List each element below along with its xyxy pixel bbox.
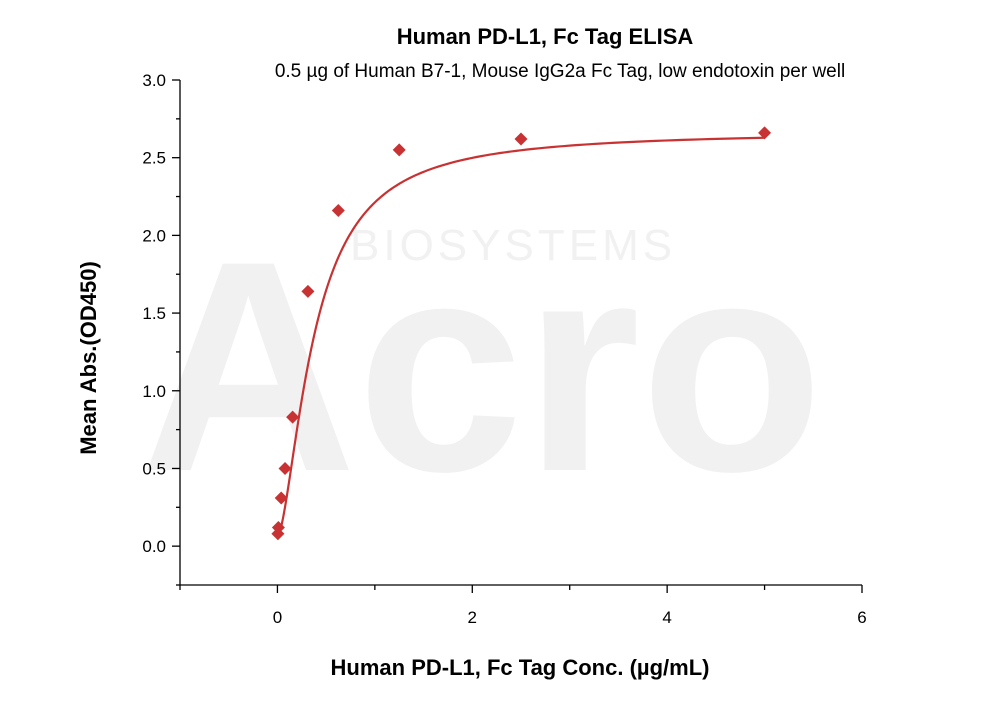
watermark-text: BIOSYSTEMS bbox=[350, 221, 676, 270]
x-tick-label: 0 bbox=[273, 608, 282, 627]
x-tick-label: 4 bbox=[662, 608, 671, 627]
x-tick-label: 6 bbox=[857, 608, 866, 627]
y-tick-label: 1.5 bbox=[142, 304, 166, 323]
y-tick-label: 2.5 bbox=[142, 149, 166, 168]
data-point bbox=[286, 410, 300, 424]
chart-subtitle: 0.5 µg of Human B7-1, Mouse IgG2a Fc Tag… bbox=[275, 61, 845, 82]
y-tick-label: 2.0 bbox=[142, 226, 166, 245]
data-point bbox=[278, 461, 292, 475]
watermark-logo: Acro bbox=[140, 198, 824, 534]
data-point bbox=[274, 491, 288, 505]
y-tick-label: 0.0 bbox=[142, 537, 166, 556]
x-axis-ticks: 0 2 4 6 bbox=[179, 585, 867, 627]
y-axis-ticks: 0.0 0.5 1.0 1.5 2.0 2.5 3.0 bbox=[142, 71, 180, 586]
x-axis-label: Human PD-L1, Fc Tag Conc. (µg/mL) bbox=[331, 655, 710, 680]
data-points bbox=[271, 126, 772, 541]
watermark: Acro BIOSYSTEMS bbox=[140, 198, 824, 534]
data-point bbox=[331, 204, 345, 218]
data-point bbox=[271, 521, 285, 535]
data-point bbox=[301, 284, 315, 298]
data-point bbox=[392, 143, 406, 157]
y-tick-label: 3.0 bbox=[142, 71, 166, 90]
y-tick-label: 1.0 bbox=[142, 382, 166, 401]
chart-title: Human PD-L1, Fc Tag ELISA bbox=[397, 24, 694, 49]
y-axis-label: Mean Abs.(OD450) bbox=[76, 261, 101, 455]
x-tick-label: 2 bbox=[468, 608, 477, 627]
data-point bbox=[758, 126, 772, 140]
data-point bbox=[514, 132, 528, 146]
y-tick-label: 0.5 bbox=[142, 459, 166, 478]
